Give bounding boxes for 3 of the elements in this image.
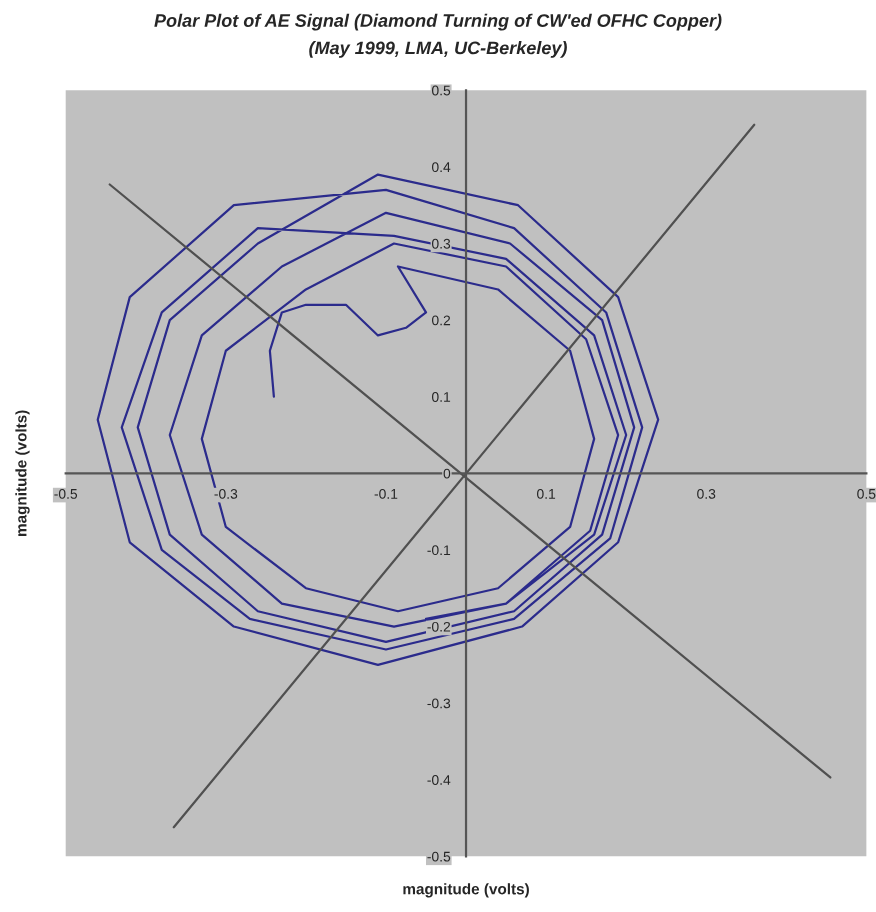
chart-title: Polar Plot of AE Signal (Diamond Turning of CW'ed OFHC Copper) bbox=[154, 13, 722, 31]
line-series bbox=[96, 173, 660, 666]
chart-subtitle: (May 1999, LMA, UC-Berkeley) bbox=[309, 41, 567, 58]
